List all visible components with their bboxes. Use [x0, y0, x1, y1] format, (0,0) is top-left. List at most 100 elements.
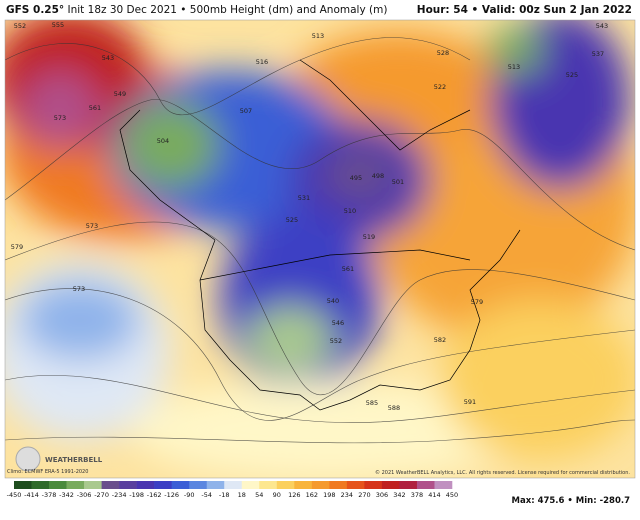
colorbar-swatch [241, 481, 260, 489]
colorbar-swatch [171, 481, 190, 489]
contour-label: 573 [86, 222, 98, 230]
contour-label: 582 [434, 336, 446, 344]
colorbar-swatch [311, 481, 330, 489]
map-frame [4, 19, 636, 479]
colorbar-label: -414 [24, 491, 39, 499]
model: GFS 0.25° [6, 4, 65, 16]
logo: WEATHERBELL [45, 456, 103, 464]
colorbar-label: -270 [94, 491, 109, 499]
contour-label: 573 [73, 285, 85, 293]
contour-label: 540 [327, 297, 339, 305]
contour-label: 525 [566, 71, 578, 79]
colorbar-label: -126 [164, 491, 179, 499]
colorbar-swatch [329, 481, 348, 489]
colorbar-swatch [399, 481, 418, 489]
contour-label: 546 [332, 319, 344, 327]
colorbar-swatch [224, 481, 243, 489]
contour-label: 561 [89, 104, 101, 112]
colorbar-swatch [364, 481, 383, 489]
contour-label: 537 [592, 50, 604, 58]
colorbar-swatch [154, 481, 172, 489]
colorbar-label: 18 [238, 491, 246, 499]
climo: Climo: ECMWF ERA-5 1991-2020 [7, 469, 88, 475]
contour-label: 507 [240, 107, 252, 115]
contour-label: 495 [350, 174, 362, 182]
colorbar-swatch [206, 481, 225, 489]
contours [5, 37, 635, 444]
colorbar-label: -162 [147, 491, 162, 499]
contour-label: 513 [508, 63, 520, 71]
max-min: Max: 475.6 • Min: -280.7 [512, 496, 631, 506]
colorbar-swatch [49, 481, 67, 489]
colorbar-swatch [416, 481, 435, 489]
colorbar-label: 234 [341, 491, 353, 499]
colorbar-swatch [66, 481, 85, 489]
anomaly [5, 20, 635, 478]
colorbar-label: -54 [201, 491, 212, 499]
logo-icon [15, 446, 41, 472]
contour-label: 516 [256, 58, 268, 66]
contour-label: 555 [52, 21, 64, 29]
colorbar-swatch [101, 481, 120, 489]
contour-label: 543 [102, 54, 114, 62]
contour-label: 531 [298, 194, 310, 202]
colorbar-label: 198 [323, 491, 335, 499]
contour-label: 510 [344, 207, 356, 215]
contour-label: 573 [54, 114, 66, 122]
colorbar-label: -342 [59, 491, 74, 499]
colorbar-swatch [381, 481, 400, 489]
contour-label: 543 [596, 22, 608, 30]
colorbar-label: -198 [129, 491, 144, 499]
colorbar-label: 414 [428, 491, 440, 499]
colorbar-label: -18 [219, 491, 230, 499]
colorbar-swatch [294, 481, 313, 489]
colorbar-label: 270 [358, 491, 370, 499]
contour-label: 519 [363, 233, 375, 241]
init: Init 18z 30 Dec 2021 • 500mb Height (dm)… [67, 4, 388, 16]
colorbar-label: -234 [112, 491, 127, 499]
colorbar-label: 306 [376, 491, 388, 499]
colorbar-swatch [14, 481, 32, 489]
contour-label: 579 [471, 298, 483, 306]
contour-label: 504 [157, 137, 169, 145]
contour-label: 498 [372, 172, 384, 180]
contour-label: 561 [342, 265, 354, 273]
map-field [5, 20, 635, 478]
copyright: © 2021 WeatherBELL Analytics, LLC. All r… [375, 469, 630, 476]
header-right: Hour: 54 • Valid: 00z Sun 2 Jan 2022 [416, 4, 632, 16]
contour-label: 528 [437, 49, 449, 57]
colorbar-label: 126 [288, 491, 300, 499]
colorbar-swatch [136, 481, 155, 489]
contour-label: 549 [114, 90, 126, 98]
colorbar-swatch [434, 481, 453, 489]
contour-label: 591 [464, 398, 476, 406]
colorbar-label: 162 [306, 491, 318, 499]
contour-label: 552 [14, 22, 26, 30]
colorbar-swatch [84, 481, 102, 489]
colorbar-label: 54 [255, 491, 263, 499]
colorbar-swatch [189, 481, 208, 489]
colorbar-label: 378 [411, 491, 423, 499]
contour-label: 588 [388, 404, 400, 412]
contour-label: 525 [286, 216, 298, 224]
colorbar-label: 342 [393, 491, 405, 499]
colorbar-label: -450 [7, 491, 22, 499]
contour-label: 552 [330, 337, 342, 345]
contour-label: 579 [11, 243, 23, 251]
coastlines [119, 59, 521, 411]
contour-label: 513 [312, 32, 324, 40]
colorbar-label: 90 [273, 491, 281, 499]
colorbar-swatch [259, 481, 278, 489]
contour-labels: 552 555 543 573 561 549 504 507 516 513 495 498 501 5… [11, 21, 608, 412]
colorbar-swatch [119, 481, 137, 489]
colorbar-swatch [31, 481, 50, 489]
colorbar-label: -378 [42, 491, 57, 499]
contour-label: 585 [366, 399, 378, 407]
colorbar-label: -306 [77, 491, 92, 499]
contour-label: 522 [434, 83, 446, 91]
colorbar-swatch [346, 481, 365, 489]
colorbar-swatch [276, 481, 295, 489]
colorbar-label: 450 [446, 491, 458, 499]
